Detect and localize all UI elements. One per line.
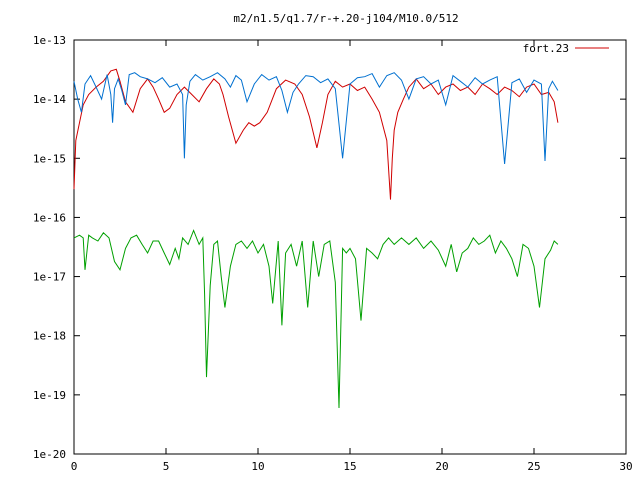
series-line-1 (73, 68, 559, 200)
x-tick-label: 25 (527, 460, 540, 473)
y-tick-label: 1e-17 (33, 271, 66, 284)
x-tick-label: 30 (619, 460, 632, 473)
legend: fort.23 (523, 42, 609, 55)
x-axis: 0 5 10 15 20 25 30 (71, 40, 633, 473)
x-tick-label: 0 (71, 460, 78, 473)
y-axis: 1e-13 1e-14 1e-15 1e-16 1e-17 1e-18 1e-19 1e-20 (33, 34, 626, 461)
x-tick-label: 15 (343, 460, 356, 473)
y-tick-label: 1e-13 (33, 34, 66, 47)
x-tick-label: 20 (435, 460, 448, 473)
plot-frame (73, 39, 627, 455)
x-tick-label: 5 (163, 460, 170, 473)
y-tick-label: 1e-16 (33, 211, 66, 224)
legend-label: fort.23 (523, 42, 569, 55)
y-tick-label: 1e-18 (33, 330, 66, 343)
y-tick-label: 1e-14 (33, 93, 66, 106)
y-tick-label: 1e-20 (33, 448, 66, 461)
y-tick-label: 1e-15 (33, 152, 66, 165)
chart-title: m2/n1.5/q1.7/r-+.20-j104/M10.0/512 (233, 12, 458, 25)
series-line-3 (73, 229, 559, 409)
series-line-2 (73, 72, 559, 165)
y-tick-label: 1e-19 (33, 389, 66, 402)
series-layer (73, 68, 559, 409)
x-tick-label: 10 (251, 460, 264, 473)
